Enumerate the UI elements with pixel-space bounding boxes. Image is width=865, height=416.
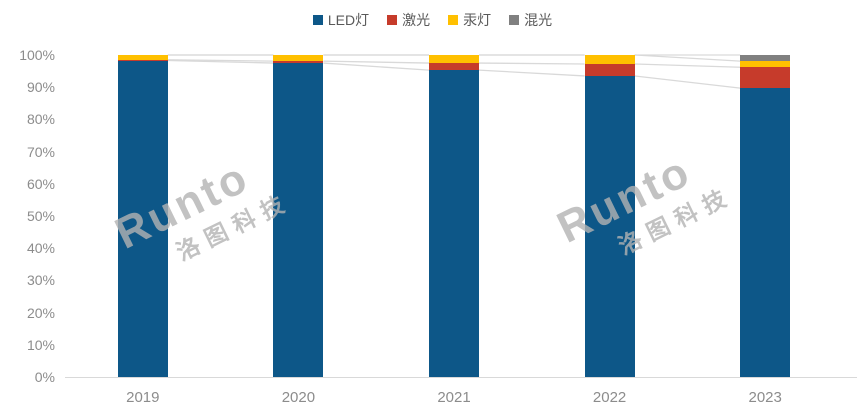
x-tick-label: 2019 [126, 389, 160, 406]
bar-segment-2023-混光 [740, 55, 791, 62]
legend-label: 激光 [402, 12, 431, 28]
bar-segment-2021-LED灯 [429, 70, 479, 377]
connector-line-LED灯-2 [478, 69, 585, 77]
y-tick-label: 80% [26, 111, 55, 128]
legend-swatch-icon [448, 15, 459, 25]
bar-segment-2023-激光 [740, 67, 791, 89]
y-tick-label: 90% [26, 79, 55, 96]
chart-legend: LED灯 激光 汞灯 混光 [0, 10, 865, 30]
connector-line-汞灯-3 [634, 54, 741, 62]
legend-label: LED灯 [327, 12, 370, 28]
bar-segment-2020-汞灯 [273, 55, 324, 62]
bar-segment-2023-LED灯 [740, 88, 791, 377]
legend-label: 混光 [524, 12, 553, 28]
y-tick-label: 10% [26, 336, 55, 353]
connector-line-激光-2 [478, 62, 585, 65]
legend-item-1: 激光 [387, 10, 430, 30]
legend-swatch-icon [312, 15, 323, 25]
bar-segment-2022-LED灯 [584, 75, 635, 377]
connector-line-激光-0 [167, 59, 274, 62]
legend-swatch-icon [387, 15, 398, 25]
bar-segment-2022-激光 [584, 64, 635, 76]
x-tick-label: 2021 [437, 389, 471, 406]
legend-item-2: 汞灯 [448, 10, 491, 30]
bar-segment-2020-激光 [273, 61, 324, 64]
x-axis-line [65, 377, 857, 378]
connector-line-LED灯-3 [634, 75, 741, 89]
bar-segment-2022-汞灯 [584, 55, 635, 65]
y-tick-label: 20% [26, 304, 55, 321]
x-tick-label: 2023 [748, 389, 782, 406]
legend-swatch-icon [509, 15, 520, 25]
x-tick-label: 2022 [592, 389, 627, 406]
y-tick-label: 60% [26, 175, 55, 192]
connector-line-LED灯-1 [323, 62, 430, 71]
y-tick-label: 0% [34, 369, 55, 385]
y-tick-label: 70% [26, 143, 55, 160]
bar-segment-2021-汞灯 [429, 55, 479, 64]
connector-line-激光-1 [323, 60, 430, 64]
bar-segment-2021-激光 [429, 63, 479, 71]
y-tick-label: 100% [19, 47, 55, 63]
bar-segment-2019-汞灯 [117, 55, 168, 60]
y-tick-label: 40% [26, 240, 55, 257]
bar-segment-2023-汞灯 [740, 61, 791, 68]
bar-segment-2019-激光 [117, 59, 168, 61]
y-tick-label: 30% [26, 272, 55, 289]
legend-item-0: LED灯 [312, 10, 370, 30]
y-tick-label: 50% [26, 208, 55, 224]
bar-segment-2020-LED灯 [273, 63, 324, 377]
connector-line-激光-3 [634, 63, 741, 68]
legend-item-3: 混光 [509, 10, 552, 30]
connector-line-LED灯-0 [167, 59, 274, 64]
bar-segment-2019-LED灯 [117, 60, 168, 377]
x-tick-label: 2020 [281, 389, 316, 406]
legend-label: 汞灯 [463, 12, 492, 28]
